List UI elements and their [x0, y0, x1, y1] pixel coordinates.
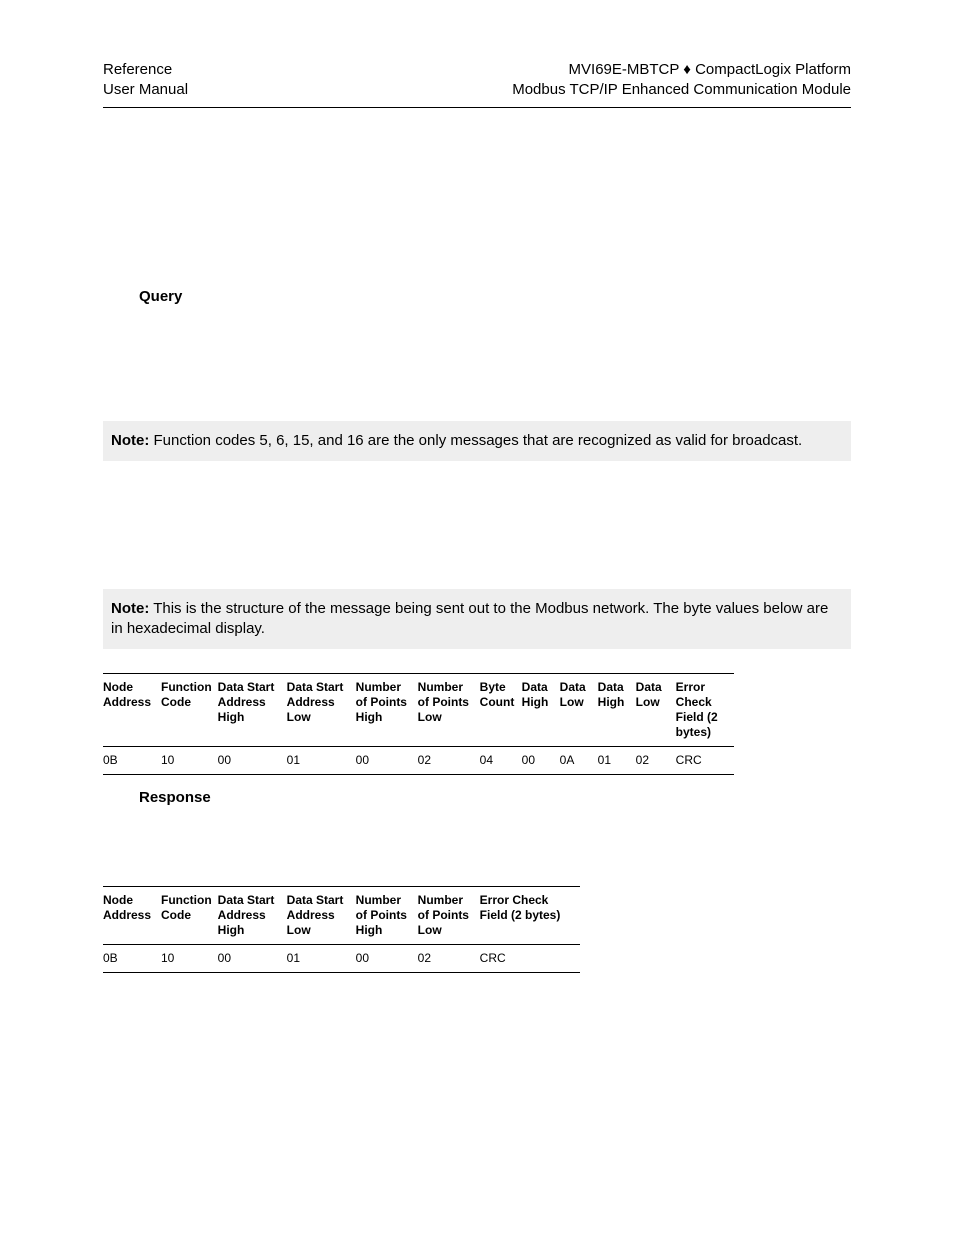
- table-cell: 00: [522, 747, 560, 775]
- table-cell: 10: [161, 945, 218, 973]
- table-cell: 10: [161, 747, 218, 775]
- table-header-cell: Data Low: [560, 674, 598, 747]
- table-cell: 00: [218, 945, 287, 973]
- table-cell: 00: [218, 747, 287, 775]
- table-header-cell: Byte Count: [480, 674, 522, 747]
- table-header-cell: Number of Points High: [356, 887, 418, 945]
- table-header-cell: Function Code: [161, 674, 218, 747]
- table-cell: CRC: [480, 945, 580, 973]
- table-header-cell: Data Start Address Low: [287, 674, 356, 747]
- response-table: Node AddressFunction CodeData Start Addr…: [103, 886, 580, 973]
- table-cell: 02: [636, 747, 676, 775]
- spacer: [103, 461, 851, 589]
- header-left-line2: User Manual: [103, 80, 188, 100]
- header-left: Reference User Manual: [103, 60, 188, 101]
- table-cell: 0B: [103, 945, 161, 973]
- response-heading: Response: [139, 789, 851, 806]
- page-header: Reference User Manual MVI69E-MBTCP ♦ Com…: [103, 60, 851, 101]
- table-cell: 0B: [103, 747, 161, 775]
- table-cell: 02: [418, 945, 480, 973]
- table-header-cell: Error Check Field (2 bytes): [480, 887, 580, 945]
- spacer: [103, 806, 851, 886]
- table-header-row: Node AddressFunction CodeData Start Addr…: [103, 674, 734, 747]
- table-header-cell: Error Check Field (2 bytes): [676, 674, 734, 747]
- page: Reference User Manual MVI69E-MBTCP ♦ Com…: [0, 0, 954, 1235]
- header-right: MVI69E-MBTCP ♦ CompactLogix Platform Mod…: [512, 60, 851, 101]
- table-cell: 00: [356, 945, 418, 973]
- table-cell: 01: [598, 747, 636, 775]
- note-text-1: Function codes 5, 6, 15, and 16 are the …: [149, 432, 802, 449]
- spacer: [103, 108, 851, 288]
- spacer: [103, 305, 851, 421]
- note-box-2: Note: This is the structure of the messa…: [103, 589, 851, 650]
- table-header-cell: Node Address: [103, 674, 161, 747]
- table-cell: 01: [287, 747, 356, 775]
- spacer: [103, 775, 851, 789]
- table-header-cell: Node Address: [103, 887, 161, 945]
- table-cell: 02: [418, 747, 480, 775]
- note-label: Note:: [111, 432, 149, 449]
- table-header-cell: Data Start Address High: [218, 887, 287, 945]
- table-header-cell: Function Code: [161, 887, 218, 945]
- note-label: Note:: [111, 600, 149, 617]
- table-row: 0B100001000204000A0102CRC: [103, 747, 734, 775]
- table-row: 0B1000010002CRC: [103, 945, 580, 973]
- table-header-cell: Number of Points High: [356, 674, 418, 747]
- note-box-1: Note: Function codes 5, 6, 15, and 16 ar…: [103, 421, 851, 461]
- query-table: Node AddressFunction CodeData Start Addr…: [103, 673, 734, 775]
- spacer: [103, 649, 851, 673]
- table-cell: 00: [356, 747, 418, 775]
- table-header-cell: Data Start Address Low: [287, 887, 356, 945]
- table-header-cell: Data Low: [636, 674, 676, 747]
- table-header-row: Node AddressFunction CodeData Start Addr…: [103, 887, 580, 945]
- table-header-cell: Data High: [522, 674, 560, 747]
- table-cell: CRC: [676, 747, 734, 775]
- header-right-line1: MVI69E-MBTCP ♦ CompactLogix Platform: [512, 60, 851, 80]
- table-cell: 04: [480, 747, 522, 775]
- table-header-cell: Data High: [598, 674, 636, 747]
- table-header-cell: Data Start Address High: [218, 674, 287, 747]
- table-header-cell: Number of Points Low: [418, 674, 480, 747]
- table-cell: 0A: [560, 747, 598, 775]
- header-left-line1: Reference: [103, 60, 188, 80]
- table-cell: 01: [287, 945, 356, 973]
- note-text-2: This is the structure of the message bei…: [111, 600, 828, 637]
- header-right-line2: Modbus TCP/IP Enhanced Communication Mod…: [512, 80, 851, 100]
- query-heading: Query: [139, 288, 851, 305]
- table-header-cell: Number of Points Low: [418, 887, 480, 945]
